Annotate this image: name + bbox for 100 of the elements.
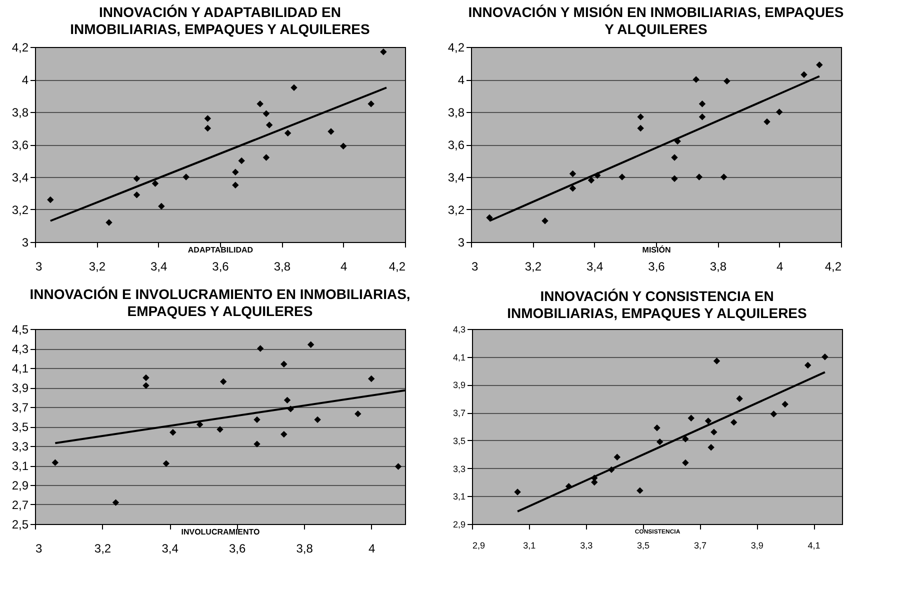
point: [170, 428, 176, 436]
point: [614, 454, 621, 460]
y-tick-label: 3,2: [12, 203, 29, 217]
point: [280, 430, 288, 438]
point: [569, 185, 576, 192]
x-tick-label: 3,8: [710, 260, 727, 274]
y-tick-label: 3,9: [12, 381, 29, 395]
y-tick-label: 4: [458, 73, 465, 87]
point: [204, 124, 212, 132]
x-axis-title: ADAPTABILIDAD: [188, 246, 254, 254]
point: [232, 182, 239, 188]
x-tick-label: 3,5: [637, 540, 650, 550]
x-tick-label: 3,1: [523, 540, 536, 550]
point: [368, 100, 374, 108]
y-tick-label: 3,3: [452, 464, 466, 474]
x-tick-label: 3,2: [88, 260, 106, 274]
y-tick-label: 3,1: [452, 492, 466, 502]
x-tick-label: 3,4: [150, 260, 168, 274]
y-tick-label: 3: [458, 236, 465, 250]
point: [682, 459, 689, 466]
point: [688, 414, 695, 422]
point: [158, 202, 165, 210]
point: [636, 487, 644, 494]
x-tick-label: 4,1: [808, 540, 820, 550]
y-tick-label: 4,3: [452, 324, 466, 334]
point: [704, 418, 712, 424]
point: [380, 48, 387, 56]
x-tick-label: 3,2: [524, 260, 542, 274]
point: [254, 440, 260, 448]
point: [162, 460, 170, 467]
point: [142, 374, 150, 382]
x-tick-label: 4: [368, 542, 376, 556]
x-tick-label: 4: [776, 260, 784, 274]
point: [284, 396, 291, 404]
x-tick-label: 3,2: [94, 542, 112, 556]
point: [637, 124, 644, 132]
point: [698, 100, 706, 108]
y-tick-label: 4,3: [12, 342, 29, 356]
point: [764, 118, 770, 126]
x-tick-label: 3: [36, 542, 42, 556]
chart-title: INNOVACIÓN Y CONSISTENCIA EN INMOBILIARIAS, EMPAQUES Y ALQUILERES: [507, 288, 807, 321]
x-tick-label: 2,9: [472, 540, 486, 550]
y-tick-label: 3,9: [452, 380, 466, 390]
point: [822, 354, 828, 360]
point: [106, 219, 112, 226]
point: [328, 128, 334, 135]
y-tick-label: 3,5: [452, 436, 466, 446]
point: [52, 459, 59, 466]
y-tick-label: 4,1: [452, 352, 466, 362]
point: [710, 428, 718, 436]
point: [220, 378, 227, 386]
y-tick-label: 3,7: [452, 408, 466, 418]
y-tick-label: 4: [22, 73, 29, 87]
y-tick-label: 3,4: [12, 170, 29, 184]
point: [656, 438, 664, 446]
point: [354, 410, 362, 418]
x-axis-title: MISIÓN: [642, 244, 671, 254]
point: [569, 170, 576, 178]
point: [736, 395, 743, 402]
y-tick-label: 4,1: [12, 362, 29, 376]
y-tick-label: 4,2: [12, 40, 29, 54]
chart-title: INNOVACIÓN E INVOLUCRAMIENTO EN INMOBILIARIAS, EMPAQUES Y ALQUILERES: [30, 286, 410, 319]
point: [776, 108, 783, 116]
point: [216, 426, 224, 433]
point: [542, 218, 548, 224]
x-tick-label: 3: [472, 260, 478, 274]
point: [257, 345, 264, 352]
point: [708, 444, 714, 451]
x-tick-label: 4,2: [388, 260, 406, 274]
y-tick-label: 4,5: [12, 322, 29, 336]
x-tick-label: 3,3: [580, 540, 593, 550]
point: [182, 174, 190, 180]
x-tick-label: 3,6: [648, 260, 666, 274]
point: [314, 416, 321, 424]
x-tick-label: 4,2: [824, 260, 842, 274]
point: [720, 174, 728, 180]
x-axis-title: INVOLUCRAMIENTO: [181, 528, 260, 536]
point: [730, 418, 738, 426]
point: [692, 76, 700, 83]
point: [204, 115, 212, 122]
point: [724, 78, 730, 84]
chart-title: INNOVACIÓN Y MISIÓN EN INMOBILIARIAS, EMPAQUES Y ALQUILERES: [468, 4, 844, 37]
point: [770, 410, 778, 418]
y-tick-label: 3,6: [12, 138, 29, 152]
y-tick-label: 2,5: [12, 518, 29, 532]
y-tick-label: 2,7: [12, 498, 29, 512]
x-tick-label: 3,7: [694, 540, 706, 550]
point: [256, 100, 264, 108]
point: [637, 114, 644, 120]
point: [696, 174, 703, 180]
point: [804, 362, 812, 369]
x-tick-label: 3,8: [274, 260, 291, 274]
point: [816, 62, 823, 68]
point: [196, 421, 204, 428]
y-tick-label: 3,6: [448, 138, 465, 152]
x-tick-label: 4: [340, 260, 348, 274]
point: [47, 196, 54, 204]
x-tick-label: 3,4: [586, 260, 604, 274]
point: [782, 400, 788, 408]
x-tick-label: 3: [36, 260, 42, 274]
